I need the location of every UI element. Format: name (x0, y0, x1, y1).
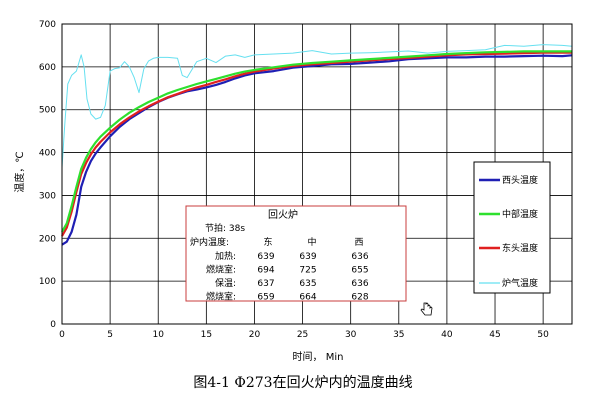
legend-frame (473, 161, 551, 294)
annotation-row-mid-0: 639 (299, 252, 316, 262)
x-tick-label-4: 20 (249, 330, 261, 340)
annotation-header-label: 炉内温度: (190, 236, 229, 248)
y-tick-labels: 0 100 200 300 400 500 600 700 (39, 20, 56, 330)
y-tick-label-3: 300 (39, 191, 56, 201)
annotation-row-west-2: 636 (351, 279, 368, 289)
y-tick-label-2: 200 (39, 234, 56, 244)
annotation-row-mid-2: 635 (299, 279, 316, 289)
series-line-3 (61, 44, 573, 168)
x-tick-label-7: 35 (393, 330, 404, 340)
x-tick-label-9: 45 (489, 330, 500, 340)
x-tick-label-2: 10 (152, 330, 164, 340)
x-tick-label-5: 25 (297, 330, 308, 340)
annotation-title: 回火炉 (268, 209, 298, 221)
series-line-0 (61, 54, 573, 246)
y-tick-label-6: 600 (39, 63, 56, 73)
annotation-row-east-1: 694 (257, 266, 274, 276)
annotation-row-label-3: 燃烧室: (206, 291, 236, 303)
annotation-row-east-3: 659 (257, 293, 274, 303)
annotation-row-mid-3: 664 (299, 293, 316, 303)
x-axis-label: 时间， Min (293, 350, 344, 363)
figure-caption: 图4-1 Φ273在回火炉内的温度曲线 (193, 375, 412, 391)
annotation-col-east: 东 (263, 236, 272, 248)
x-tick-label-6: 30 (345, 330, 357, 340)
x-tick-label-0: 0 (59, 330, 65, 340)
x-tick-label-8: 40 (441, 330, 453, 340)
annotation-rows: 加热: 639 639 636 燃烧室: 694 725 655 保温: 637 635 636 燃烧室… (206, 250, 369, 303)
annotation-frame (185, 205, 407, 302)
legend-label-3: 炉气温度 (502, 277, 538, 289)
y-tick-label-4: 400 (39, 149, 56, 159)
x-tick-label-1: 5 (107, 330, 113, 340)
annotation-row-label-2: 保温: (215, 277, 236, 289)
annotation-row-label-0: 加热: (215, 250, 236, 262)
y-tick-label-0: 0 (50, 320, 56, 330)
x-tick-label-10: 50 (537, 330, 549, 340)
annotation-box: 回火炉 节拍: 38s 炉内温度: 东 中 西 加热: 639 639 636 燃烧室:… (185, 205, 407, 303)
y-tick-label-1: 100 (39, 277, 56, 287)
annotation-col-west: 西 (354, 237, 363, 248)
y-axis-label: 温度，℃ (13, 151, 26, 192)
series-line-1 (61, 50, 572, 233)
series-lines (61, 44, 573, 246)
annotation-col-mid: 中 (307, 236, 316, 248)
plot-frame (61, 23, 573, 325)
hand-cursor-icon (420, 302, 433, 316)
x-tick-labels: 0 5 10 15 20 25 30 35 40 45 50 (59, 330, 549, 340)
annotation-row-east-0: 639 (257, 252, 274, 262)
annotation-row-east-2: 637 (257, 279, 274, 289)
annotation-row-west-1: 655 (351, 266, 368, 276)
annotation-cycle-line: 节拍: 38s (205, 222, 245, 234)
annotation-row-label-1: 燃烧室: (206, 264, 236, 276)
y-tick-label-5: 500 (39, 106, 56, 116)
annotation-row-west-0: 636 (351, 252, 368, 262)
y-tick-label-7: 700 (39, 20, 56, 30)
annotation-row-west-3: 628 (351, 293, 368, 303)
annotation-row-mid-1: 725 (299, 266, 316, 276)
x-tick-label-3: 15 (201, 330, 212, 340)
series-line-2 (61, 51, 572, 237)
legend-label-0: 西头温度 (502, 174, 538, 186)
legend-label-1: 中部温度 (502, 208, 538, 220)
legend-label-2: 东头温度 (502, 242, 538, 254)
